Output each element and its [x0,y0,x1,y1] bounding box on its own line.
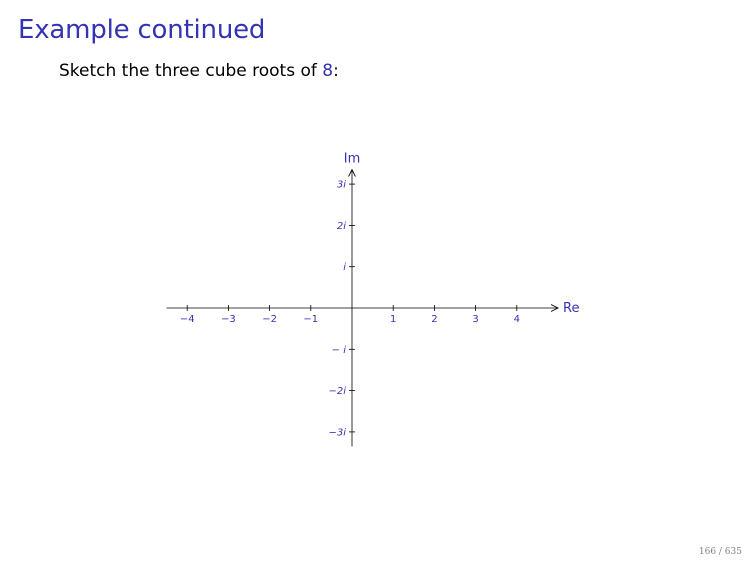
real-axis-ticks: −4 −3 −2 −1 1 2 3 4 [180,305,520,325]
real-axis-label: Re [563,301,579,316]
x-tick-label: 2 [431,314,437,325]
page-number: 166 / 635 [698,547,742,557]
x-tick-label: 1 [390,314,396,325]
imaginary-axis-label: Im [344,152,361,167]
y-tick-label: −3i [328,427,346,438]
prompt-suffix: : [333,61,339,81]
slide-title: Example continued [18,15,266,45]
y-tick-label: −2i [328,386,346,397]
x-tick-label: 3 [472,314,478,325]
y-tick-label: − i [332,345,347,356]
prompt-number: 8 [322,61,334,81]
y-tick-label: 3i [337,180,346,191]
prompt-prefix: Sketch the three cube roots of [59,61,323,81]
prompt-text: Sketch the three cube roots of 8: [59,61,339,81]
y-tick-label: i [343,262,346,273]
x-tick-label: −1 [303,314,318,325]
imaginary-axis-ticks: 3i 2i i − i −2i −3i [328,180,355,438]
x-tick-label: −3 [221,314,236,325]
x-tick-label: −4 [180,314,195,325]
x-tick-label: 4 [514,314,520,325]
y-tick-label: 2i [337,221,346,232]
x-tick-label: −2 [262,314,277,325]
